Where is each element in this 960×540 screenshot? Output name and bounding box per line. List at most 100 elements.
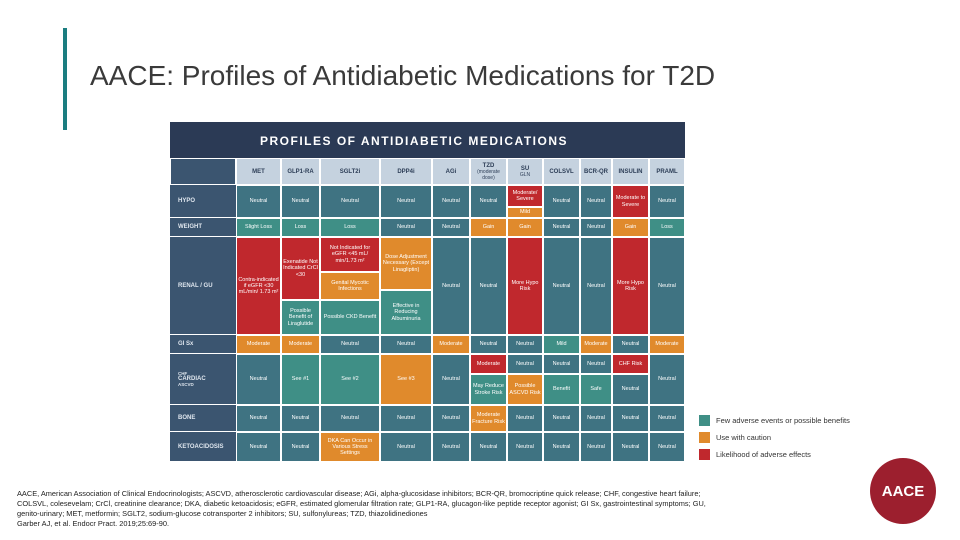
table-cell: Possible ASCVD Risk (507, 374, 543, 405)
table-cell: Neutral (507, 405, 543, 432)
table-cell: Neutral (320, 335, 380, 354)
table-cell: Gain (612, 218, 649, 237)
table-cell: May Reduce Stroke Risk (470, 374, 507, 405)
column-label: AGi (445, 168, 457, 175)
table-cell: Neutral (380, 432, 432, 462)
table-cell: More Hypo Risk (507, 237, 543, 335)
table-cell: Neutral (507, 432, 543, 462)
table-cell: Exenatide Not Indicated CrCl <30 (281, 237, 320, 300)
column-header: DPP4i (380, 158, 432, 185)
legend-text: Use with caution (716, 433, 772, 442)
legend-swatch (699, 432, 710, 443)
table-cell: Loss (320, 218, 380, 237)
table-cell: Possible Benefit of Liraglutide (281, 300, 320, 335)
table-cell: Neutral (432, 432, 470, 462)
column-note: GLN (519, 171, 531, 178)
table-cell: CHF Risk (612, 354, 649, 374)
table-cell: Neutral (432, 237, 470, 335)
table-cell: Moderate Fracture Risk (470, 405, 507, 432)
table-cell: Moderate (236, 335, 281, 354)
table-cell: Neutral (543, 405, 580, 432)
table-cell: Neutral (649, 185, 685, 218)
table-cell: Neutral (432, 218, 470, 237)
table-cell: See #1 (281, 354, 320, 405)
column-label: DPP4i (397, 168, 415, 175)
column-label: SGLT2i (339, 168, 361, 175)
table-cell: Gain (470, 218, 507, 237)
table-cell: Moderate to Severe (612, 185, 649, 218)
column-header: INSULIN (612, 158, 649, 185)
table-cell: Neutral (380, 218, 432, 237)
table-cell: Neutral (543, 354, 580, 374)
table-cell: Neutral (580, 218, 612, 237)
logo: AACE (870, 458, 936, 524)
table-cell: Neutral (470, 237, 507, 335)
column-header: SU GLN (507, 158, 543, 185)
table-cell: Neutral (543, 185, 580, 218)
table-cell: Neutral (649, 237, 685, 335)
table-cell: Neutral (380, 335, 432, 354)
table-cell: Loss (649, 218, 685, 237)
table-cell: Neutral (432, 405, 470, 432)
column-label: PRAML (656, 168, 678, 175)
table-cell: Moderate (580, 335, 612, 354)
table-cell: Gain (507, 218, 543, 237)
table-cell: Neutral (236, 405, 281, 432)
table-cell: Genital Mycotic Infections (320, 272, 380, 300)
column-header: GLP1-RA (281, 158, 320, 185)
table-cell: Neutral (580, 432, 612, 462)
table-cell: Neutral (320, 185, 380, 218)
table-cell: Neutral (649, 354, 685, 405)
table-cell: Neutral (380, 405, 432, 432)
row-label: GI Sx (170, 335, 236, 354)
table-cell: Mild (543, 335, 580, 354)
table-cell: Neutral (543, 237, 580, 335)
column-note: (moderate dose) (477, 168, 500, 181)
column-label: SU (520, 165, 530, 172)
footnote: Garber AJ, et al. Endocr Pract. 2019;25:… (17, 519, 170, 528)
table-cell: Neutral (580, 405, 612, 432)
row-label-text: WEIGHT (178, 224, 202, 230)
table-cell: Neutral (612, 374, 649, 405)
footnote: genito-urinary; MET, metformin; SGLT2, s… (17, 509, 428, 518)
table-cell: See #2 (320, 354, 380, 405)
table-cell: Neutral (470, 335, 507, 354)
table-cell: Neutral (236, 354, 281, 405)
row-label-text: CARDIAC (178, 376, 206, 382)
table-cell: Neutral (281, 405, 320, 432)
accent-bar (63, 28, 67, 130)
row-label-text: BONE (178, 415, 196, 421)
legend-text: Few adverse events or possible benefits (716, 416, 850, 425)
table-cell: More Hypo Risk (612, 237, 649, 335)
table-cell: Neutral (470, 432, 507, 462)
table-cell: Neutral (507, 354, 543, 374)
table-cell: Neutral (380, 185, 432, 218)
row-label-text: RENAL / GU (178, 282, 213, 289)
column-label: MET (252, 168, 265, 175)
row-label: WEIGHT (170, 218, 236, 237)
table-cell: Possible CKD Benefit (320, 300, 380, 335)
table-cell: Contra-indicated if eGFR <30 mL/min/ 1.7… (236, 237, 281, 335)
table-cell: Neutral (580, 237, 612, 335)
table-cell: Neutral (580, 185, 612, 218)
table-cell: Effective in Reducing Albuminuria (380, 290, 432, 335)
row-label-text: HYPO (178, 198, 196, 204)
row-label: BONE (170, 405, 236, 432)
table-cell: Moderate (649, 335, 685, 354)
column-header: AGi (432, 158, 470, 185)
row-label: HYPO (170, 185, 236, 218)
table-cell: Moderate (432, 335, 470, 354)
column-label: GLP1-RA (287, 168, 314, 175)
legend-swatch (699, 449, 710, 460)
column-header: PRAML (649, 158, 685, 185)
table-cell: Neutral (649, 405, 685, 432)
table-cell: Neutral (543, 432, 580, 462)
row-label-text: KETOACIDOSIS (178, 443, 224, 450)
table-cell: Loss (281, 218, 320, 237)
header-cell (170, 158, 236, 185)
table-cell: Mild (507, 207, 543, 218)
slide-title: AACE: Profiles of Antidiabetic Medicatio… (90, 60, 716, 91)
table-cell: See #3 (380, 354, 432, 405)
table-cell: Neutral (612, 432, 649, 462)
